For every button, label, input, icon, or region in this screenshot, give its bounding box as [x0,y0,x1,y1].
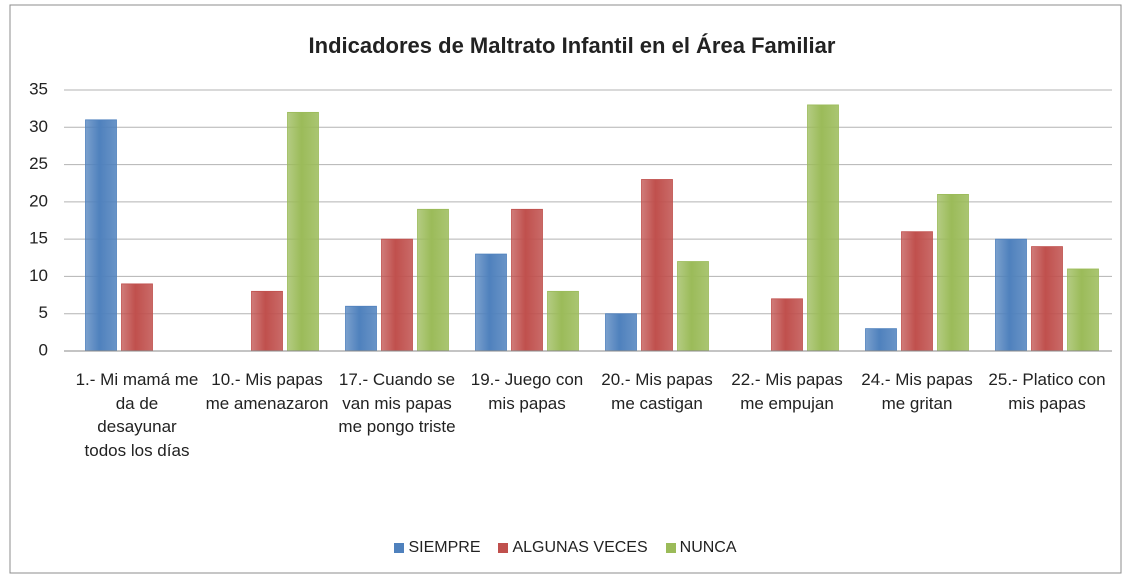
y-tick-label: 30 [29,117,48,136]
x-tick-label: 22.- Mis papas me empujan [731,370,843,413]
y-tick-label: 35 [29,79,48,98]
bar [547,290,579,352]
legend: SIEMPRE ALGUNAS VECES NUNCA [0,539,1131,557]
legend-label: ALGUNAS VECES [512,539,648,556]
bar [865,328,897,352]
x-tick-label: 17.- Cuando se van mis papas me pongo tr… [338,370,456,436]
legend-item: NUNCA [665,539,737,557]
bar [1067,268,1099,352]
bar [121,283,153,352]
bar [807,104,839,352]
bar [677,261,709,352]
chart-title: Indicadores de Maltrato Infantil en el Á… [309,33,836,58]
bar [475,253,507,352]
x-tick-label: 1.- Mi mamá me da de desayunar todos los… [75,370,199,460]
x-tick-label: 10.- Mis papas me amenazaron [205,370,329,413]
bar [287,111,319,352]
bar [995,238,1027,352]
bar [1031,246,1063,352]
y-tick-label: 25 [29,154,48,173]
legend-item: ALGUNAS VECES [498,539,648,557]
bar [641,179,673,352]
legend-swatch [665,543,676,553]
x-tick-label: 19.- Juego con mis papas [470,370,584,413]
bar [345,305,377,352]
legend-label: NUNCA [679,539,737,556]
legend-swatch [394,543,405,553]
y-tick-label: 20 [29,191,48,210]
x-tick-label: 24.- Mis papas me gritan [861,370,973,413]
bar [771,298,803,352]
bar [381,238,413,352]
bar [417,208,449,352]
chart-border [9,4,1122,574]
legend-label: SIEMPRE [408,539,481,556]
bar [901,231,933,352]
bar [511,208,543,352]
x-tick-label: 25.- Platico con mis papas [988,370,1106,413]
legend-item: SIEMPRE [394,539,480,557]
bar [251,290,283,352]
y-tick-label: 5 [39,303,48,322]
bar [605,313,637,352]
bar [937,193,969,352]
y-tick-label: 0 [39,340,48,359]
bar [85,119,117,352]
y-tick-label: 15 [29,229,48,248]
legend-swatch [498,543,509,553]
x-tick-label: 20.- Mis papas me castigan [601,370,713,413]
y-tick-label: 10 [29,266,48,285]
